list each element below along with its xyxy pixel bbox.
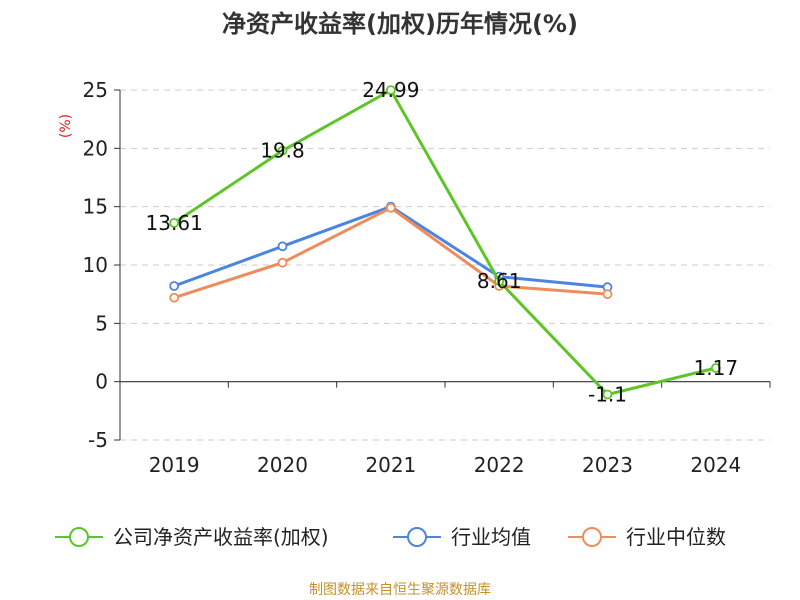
- series-line: [173, 206, 608, 300]
- tick-labels: -5 0 5 10 15 20 25 2019 2020 2021 2022 2023 2024: [83, 78, 742, 477]
- data-point: [169, 292, 180, 303]
- data-label: 8.61: [477, 269, 522, 293]
- grid-lines: [120, 89, 770, 441]
- data-label: 13.61: [146, 211, 203, 235]
- data-point: [602, 289, 613, 300]
- data-label: 24.99: [362, 78, 419, 102]
- y-tick-label: 15: [83, 195, 108, 219]
- data-label: -1.1: [588, 383, 627, 407]
- y-tick-label: 0: [95, 370, 108, 394]
- x-tick-label: 2023: [582, 453, 633, 477]
- legend-label: 行业中位数: [626, 525, 726, 549]
- data-point: [277, 257, 288, 268]
- data-point: [277, 241, 288, 252]
- legend-label: 公司净资产收益率(加权): [113, 525, 329, 549]
- data-point: [277, 145, 288, 156]
- data-point: [602, 389, 613, 400]
- data-point: [385, 85, 396, 96]
- source-note: 制图数据来自恒生聚源数据库: [309, 582, 491, 598]
- data-labels: 13.61 19.8 24.99 8.61 -1.1 1.17: [146, 78, 739, 406]
- y-axis-unit: (%): [58, 114, 74, 138]
- legend-marker: [582, 527, 602, 547]
- legend-marker: [69, 527, 89, 547]
- y-tick-label: 25: [83, 78, 108, 102]
- x-tick-label: 2019: [149, 453, 200, 477]
- y-tick-label: 10: [83, 253, 108, 277]
- x-tick-label: 2022: [474, 453, 525, 477]
- x-tick-label: 2021: [365, 453, 416, 477]
- y-tick-label: -5: [88, 428, 108, 452]
- data-point: [710, 363, 721, 373]
- data-point: [169, 217, 180, 228]
- x-tick-label: 2020: [257, 453, 308, 477]
- data-point: [385, 202, 396, 213]
- data-point: [494, 276, 505, 287]
- data-label: 1.17: [694, 356, 739, 380]
- series-line: [173, 88, 717, 396]
- legend-label: 行业均值: [451, 525, 531, 549]
- legend: 公司净资产收益率(加权) 行业均值 行业中位数: [55, 525, 726, 549]
- series-lines: [169, 85, 721, 400]
- y-tick-label: 20: [83, 136, 108, 160]
- legend-marker: [407, 527, 427, 547]
- chart-title: 净资产收益率(加权)历年情况(%): [222, 10, 578, 38]
- data-label: 19.8: [260, 139, 305, 163]
- y-tick-label: 5: [95, 311, 108, 335]
- data-point: [169, 281, 180, 291]
- x-tick-label: 2024: [690, 453, 741, 477]
